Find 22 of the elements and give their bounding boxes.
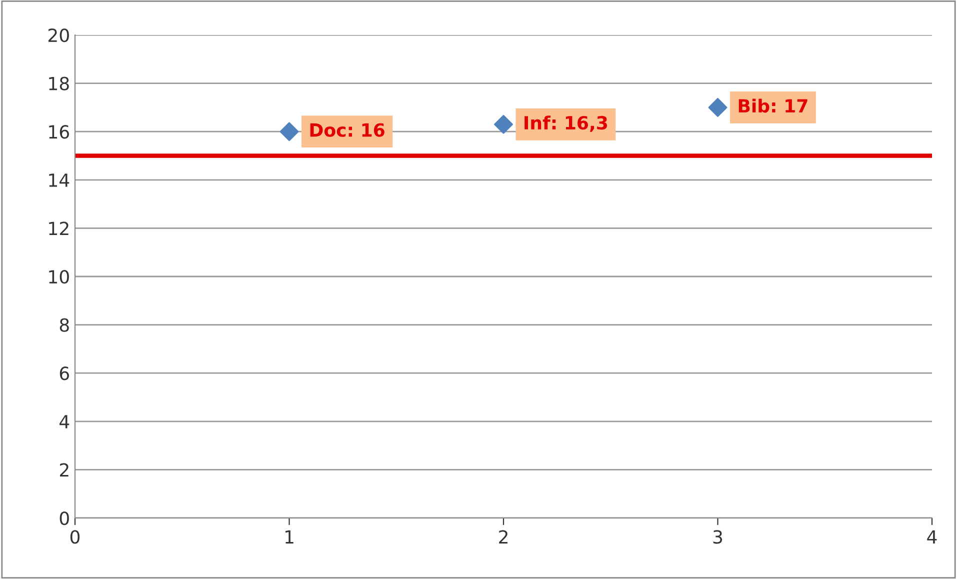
x-tick-label: 3 <box>713 530 722 544</box>
data-label: Doc: 16 <box>310 123 384 137</box>
point <box>280 122 299 142</box>
x-tick-label: 2 <box>499 530 508 544</box>
y-tick-label: 18 <box>49 76 69 90</box>
x-tick-label: 1 <box>285 530 294 544</box>
y-tick-label: 4 <box>60 415 70 428</box>
data-label: Inf: 16,3 <box>524 116 607 132</box>
data-label: Bib: 17 <box>738 98 808 113</box>
y-tick-label: 2 <box>60 463 68 477</box>
x-tick-label: 4 <box>927 530 937 544</box>
x-tick-label: 0 <box>70 530 80 544</box>
y-tick-label: 14 <box>49 174 70 187</box>
y-tick-label: 10 <box>49 270 69 284</box>
point <box>494 114 513 134</box>
y-tick-label: 20 <box>48 28 69 42</box>
y-tick-label: 16 <box>49 125 69 139</box>
y-tick-label: 0 <box>60 511 69 526</box>
y-tick-label: 6 <box>60 366 69 380</box>
y-tick-label: 12 <box>49 222 68 236</box>
point <box>708 98 728 117</box>
y-tick-label: 8 <box>60 318 69 332</box>
